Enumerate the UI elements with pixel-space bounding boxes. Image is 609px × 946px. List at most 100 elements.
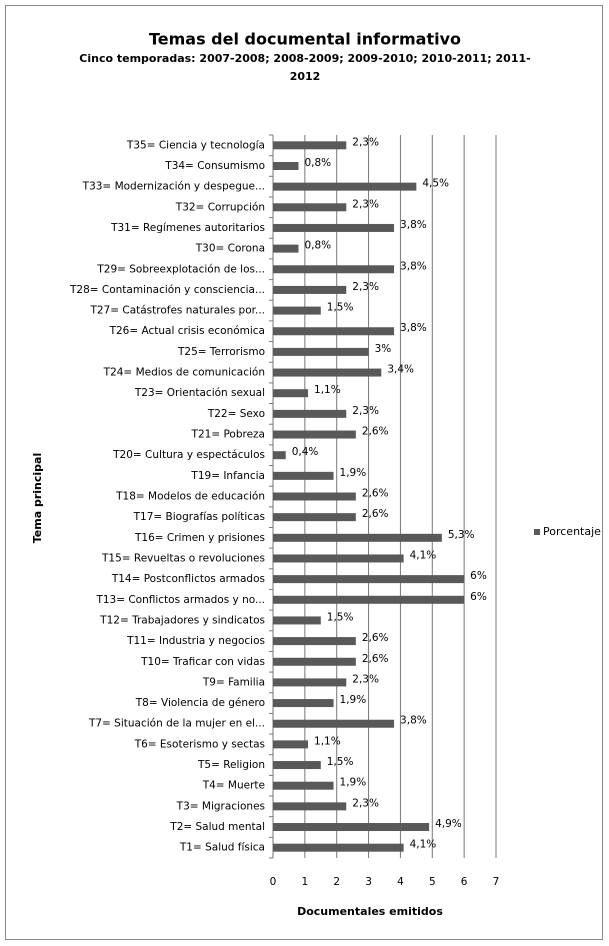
value-label: 5,3% bbox=[448, 529, 475, 541]
value-label: 0,4% bbox=[292, 446, 319, 458]
bar bbox=[273, 492, 356, 501]
value-label: 2,3% bbox=[352, 797, 379, 809]
value-label: 1,5% bbox=[327, 302, 354, 314]
bar bbox=[273, 265, 395, 274]
value-label: 4,1% bbox=[410, 549, 437, 561]
y-tick-label: T6= Esoterismo y sectas bbox=[134, 738, 265, 750]
x-tick-label: 3 bbox=[365, 876, 372, 888]
value-label: 6% bbox=[470, 570, 487, 582]
bar bbox=[273, 141, 347, 150]
bar bbox=[273, 616, 321, 625]
y-tick-label: T29= Sobreexplotación de los... bbox=[96, 263, 265, 275]
y-tick-label: T20= Cultura y espectáculos bbox=[112, 449, 265, 461]
y-tick-label: T26= Actual crisis económica bbox=[109, 325, 265, 337]
bar bbox=[273, 761, 321, 770]
y-tick-label: T34= Consumismo bbox=[164, 160, 265, 172]
y-tick-label: T23= Orientación sexual bbox=[134, 387, 265, 399]
bar bbox=[273, 285, 347, 294]
bar bbox=[273, 368, 382, 377]
chart-title: Temas del documental informativo bbox=[149, 30, 461, 49]
y-tick-label: T1= Salud física bbox=[179, 842, 265, 854]
bar bbox=[273, 719, 395, 728]
value-label: 4,1% bbox=[410, 839, 437, 851]
value-label: 1,5% bbox=[327, 611, 354, 623]
x-tick-label: 4 bbox=[397, 876, 404, 888]
y-tick-label: T8= Violencia de género bbox=[135, 697, 265, 709]
y-tick-label: T5= Religion bbox=[197, 759, 265, 771]
bar bbox=[273, 699, 334, 708]
y-tick-label: T18= Modelos de educación bbox=[115, 491, 265, 503]
bar bbox=[273, 554, 404, 563]
x-tick-label: 6 bbox=[461, 876, 468, 888]
y-tick-label: T35= Ciencia y tecnología bbox=[126, 139, 265, 151]
y-tick-label: T14= Postconflictos armados bbox=[111, 573, 265, 585]
value-label: 2,6% bbox=[362, 508, 389, 520]
value-label: 3,8% bbox=[400, 260, 427, 272]
y-tick-label: T19= Infancia bbox=[190, 470, 265, 482]
bar bbox=[273, 471, 334, 480]
value-label: 1,9% bbox=[340, 777, 367, 789]
x-axis-label: Documentales emitidos bbox=[297, 905, 443, 918]
bar bbox=[273, 781, 334, 790]
value-label: 4,5% bbox=[422, 178, 449, 190]
x-tick-label: 5 bbox=[429, 876, 436, 888]
y-tick-label: T7= Situación de la mujer en el... bbox=[88, 718, 265, 730]
bar bbox=[273, 203, 347, 212]
x-tick-label: 7 bbox=[493, 876, 500, 888]
bar bbox=[273, 223, 395, 232]
bar bbox=[273, 430, 356, 439]
value-label: 1,9% bbox=[340, 467, 367, 479]
bar bbox=[273, 306, 321, 315]
y-tick-label: T22= Sexo bbox=[207, 408, 265, 420]
chart-subtitle: Cinco temporadas: 2007-2008; 2008-2009; … bbox=[79, 52, 530, 65]
value-label: 6% bbox=[470, 591, 487, 603]
value-label: 2,3% bbox=[352, 198, 379, 210]
value-label: 3% bbox=[375, 343, 392, 355]
value-label: 2,3% bbox=[352, 136, 379, 148]
bar bbox=[273, 823, 430, 832]
y-axis-label: Tema principal bbox=[31, 453, 44, 543]
value-label: 1,1% bbox=[314, 384, 341, 396]
y-tick-label: T12= Trabajadores y sindicatos bbox=[99, 614, 265, 626]
bar bbox=[273, 533, 442, 542]
legend-label: Porcentaje bbox=[543, 525, 601, 538]
y-tick-label: T25= Terrorismo bbox=[177, 346, 265, 358]
value-label: 1,1% bbox=[314, 735, 341, 747]
value-label: 2,6% bbox=[362, 653, 389, 665]
y-tick-label: T28= Contaminación y consciencia... bbox=[69, 284, 265, 296]
value-label: 2,3% bbox=[352, 673, 379, 685]
bar bbox=[273, 595, 465, 604]
bar bbox=[273, 182, 417, 191]
bar bbox=[273, 637, 356, 646]
y-tick-label: T30= Corona bbox=[195, 243, 265, 255]
y-tick-label: T24= Medios de comunicación bbox=[103, 367, 265, 379]
bar bbox=[273, 575, 465, 584]
y-tick-label: T16= Crimen y prisiones bbox=[134, 532, 265, 544]
legend-swatch bbox=[534, 529, 540, 535]
y-tick-label: T4= Muerte bbox=[202, 780, 265, 792]
y-tick-label: T13= Conflictos armados y no... bbox=[95, 594, 265, 606]
bar bbox=[273, 843, 404, 852]
bar bbox=[273, 161, 299, 170]
value-label: 2,6% bbox=[362, 632, 389, 644]
value-label: 3,8% bbox=[400, 219, 427, 231]
y-tick-label: T27= Catástrofes naturales por... bbox=[89, 305, 265, 317]
bar bbox=[273, 513, 356, 522]
y-tick-label: T17= Biografías políticas bbox=[133, 511, 265, 523]
y-tick-label: T32= Corrupción bbox=[175, 201, 265, 213]
bar bbox=[273, 389, 309, 398]
bar bbox=[273, 327, 395, 336]
y-tick-label: T2= Salud mental bbox=[169, 821, 265, 833]
y-tick-label: T31= Regímenes autoritarios bbox=[110, 222, 265, 234]
value-label: 2,3% bbox=[352, 405, 379, 417]
value-label: 3,4% bbox=[387, 364, 414, 376]
value-label: 3,8% bbox=[400, 322, 427, 334]
bar bbox=[273, 740, 309, 749]
y-tick-label: T10= Traficar con vidas bbox=[140, 656, 265, 668]
bar bbox=[273, 347, 369, 356]
value-label: 2,6% bbox=[362, 488, 389, 500]
x-tick-label: 2 bbox=[333, 876, 340, 888]
value-label: 1,5% bbox=[327, 756, 354, 768]
bar bbox=[273, 409, 347, 418]
y-tick-label: T33= Modernización y despegue... bbox=[82, 181, 265, 193]
